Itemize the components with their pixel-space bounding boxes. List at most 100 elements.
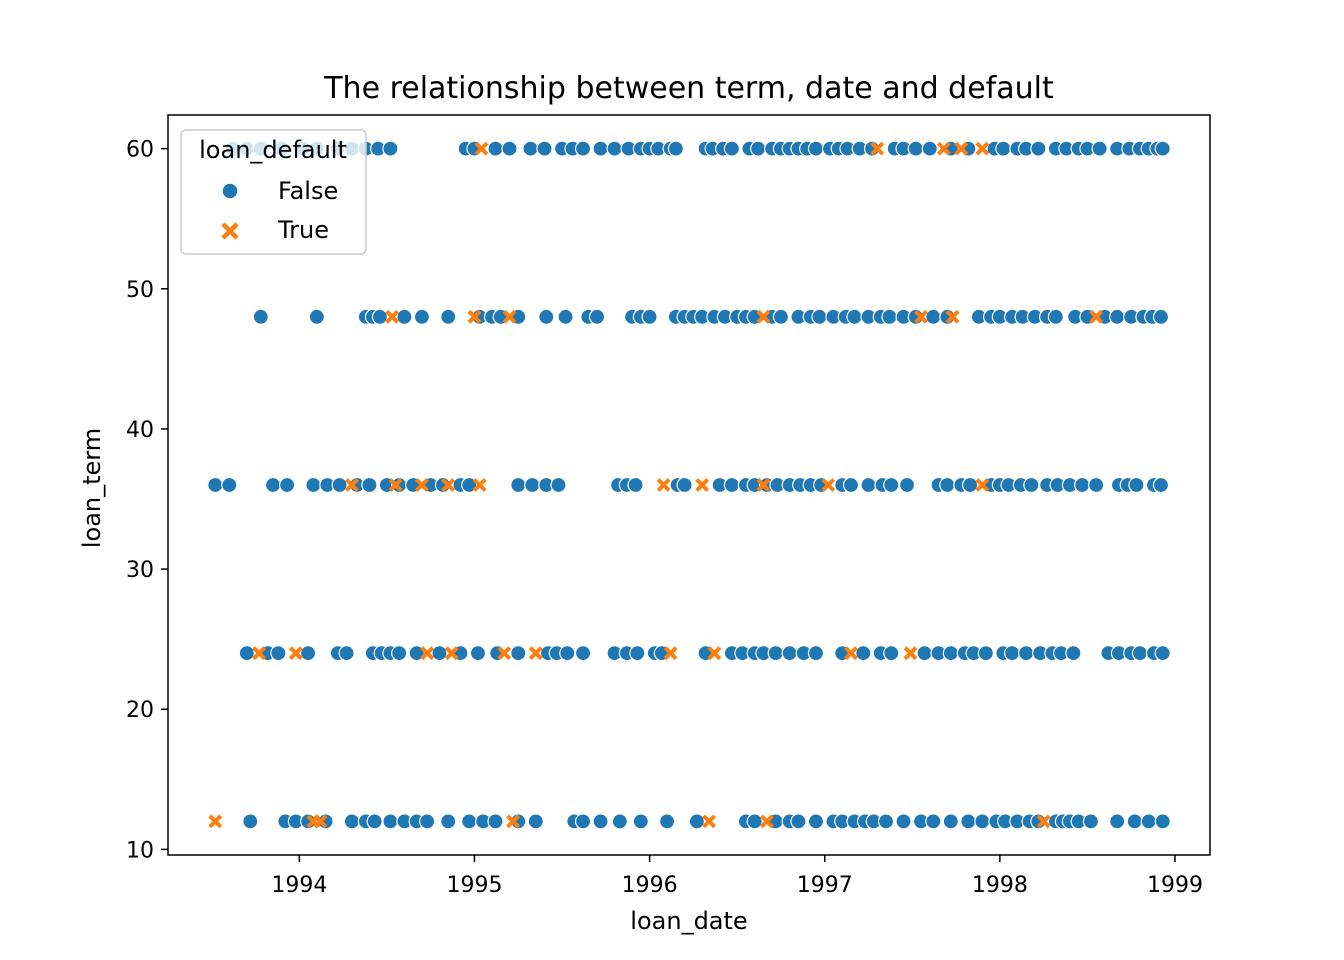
data-point-false bbox=[440, 813, 457, 830]
legend: loan_default False True bbox=[180, 129, 367, 255]
data-point-true bbox=[528, 646, 543, 661]
data-point-false bbox=[883, 645, 900, 662]
data-point-false bbox=[382, 813, 399, 830]
data-point-false bbox=[343, 813, 360, 830]
data-point-false bbox=[898, 476, 916, 494]
data-point-true bbox=[945, 309, 960, 324]
data-point-false bbox=[807, 140, 825, 157]
data-point-true bbox=[914, 309, 928, 324]
data-point-true bbox=[506, 814, 520, 829]
y-tick-label: 10 bbox=[126, 838, 154, 863]
data-point-false bbox=[487, 140, 504, 157]
data-point-false bbox=[557, 308, 574, 325]
data-point-true bbox=[702, 814, 717, 829]
data-point-true bbox=[975, 141, 990, 156]
data-point-false bbox=[860, 476, 877, 494]
data-point-true bbox=[388, 478, 403, 492]
data-point-false bbox=[772, 308, 790, 325]
data-point-false bbox=[331, 476, 348, 494]
data-point-false bbox=[942, 645, 959, 662]
x-tick-label: 1999 bbox=[1147, 873, 1203, 898]
y-tick-label: 50 bbox=[126, 278, 154, 303]
data-point-true bbox=[497, 646, 512, 661]
data-point-false bbox=[961, 476, 979, 494]
data-point-false bbox=[413, 308, 431, 325]
data-point-true bbox=[385, 309, 400, 324]
data-point-false bbox=[688, 813, 705, 830]
data-point-false bbox=[510, 476, 527, 494]
data-point-false bbox=[536, 140, 553, 157]
data-point-false bbox=[790, 813, 807, 830]
data-point-false bbox=[767, 645, 784, 662]
data-point-false bbox=[1140, 813, 1157, 830]
data-point-false bbox=[611, 813, 628, 830]
data-point-true bbox=[474, 141, 489, 156]
data-point-false bbox=[629, 645, 646, 662]
data-point-true bbox=[344, 478, 359, 492]
data-point-false bbox=[469, 645, 487, 662]
data-point-true bbox=[844, 646, 858, 661]
data-point-true bbox=[707, 646, 722, 661]
data-point-false bbox=[781, 645, 798, 662]
data-point-false bbox=[723, 140, 741, 157]
data-point-false bbox=[510, 645, 527, 662]
data-point-true bbox=[313, 814, 328, 829]
data-point-true bbox=[1036, 814, 1051, 829]
data-point-false bbox=[574, 140, 592, 157]
x-tick-label: 1994 bbox=[271, 873, 327, 898]
data-point-false bbox=[592, 813, 609, 830]
data-point-false bbox=[1004, 645, 1021, 662]
y-axis-ticks: 10 20 30 40 50 60 bbox=[126, 138, 168, 863]
data-point-false bbox=[559, 645, 576, 662]
data-point-false bbox=[925, 308, 942, 325]
data-point-false bbox=[676, 476, 693, 494]
data-point-false bbox=[811, 308, 828, 325]
data-point-false bbox=[396, 308, 413, 325]
data-point-false bbox=[1030, 140, 1047, 157]
legend-title: loan_default bbox=[199, 136, 347, 164]
data-point-false bbox=[278, 476, 296, 494]
data-point-false bbox=[881, 308, 898, 325]
data-point-false bbox=[1154, 140, 1171, 157]
x-axis-label: loan_date bbox=[630, 907, 747, 935]
y-axis-label: loan_term bbox=[78, 428, 106, 548]
data-point-false bbox=[550, 476, 567, 494]
data-point-false bbox=[846, 308, 863, 325]
data-point-true bbox=[695, 478, 710, 492]
data-point-true bbox=[756, 478, 771, 492]
legend-label-false: False bbox=[278, 177, 338, 205]
data-point-true bbox=[954, 141, 969, 156]
data-point-false bbox=[1128, 476, 1145, 494]
data-point-true bbox=[444, 646, 459, 661]
data-point-false bbox=[1109, 308, 1126, 325]
data-point-false bbox=[1126, 813, 1143, 830]
data-point-false bbox=[382, 140, 399, 157]
data-point-true bbox=[288, 646, 303, 661]
data-point-false bbox=[242, 813, 259, 830]
data-point-false bbox=[1131, 645, 1149, 662]
data-point-false bbox=[916, 645, 933, 662]
data-point-true bbox=[441, 478, 456, 492]
data-point-false bbox=[1082, 813, 1100, 830]
data-point-false bbox=[907, 140, 924, 157]
data-point-false bbox=[1154, 645, 1171, 662]
data-point-false bbox=[995, 140, 1012, 157]
data-point-false bbox=[538, 308, 555, 325]
data-point-false bbox=[527, 813, 544, 830]
data-point-false bbox=[1074, 476, 1091, 494]
data-point-false bbox=[883, 476, 900, 494]
data-point-false bbox=[641, 308, 658, 325]
data-point-false bbox=[1023, 476, 1040, 494]
data-point-false bbox=[461, 813, 478, 830]
data-point-false bbox=[588, 308, 606, 325]
data-point-true bbox=[760, 814, 774, 829]
y-tick-label: 30 bbox=[126, 558, 154, 583]
data-point-false bbox=[338, 645, 355, 662]
data-point-false bbox=[270, 645, 287, 662]
data-point-false bbox=[238, 645, 255, 662]
data-point-true bbox=[467, 309, 482, 324]
data-point-true bbox=[936, 141, 951, 156]
data-point-false bbox=[627, 476, 644, 494]
data-point-true bbox=[821, 478, 836, 492]
data-point-true bbox=[415, 478, 429, 492]
